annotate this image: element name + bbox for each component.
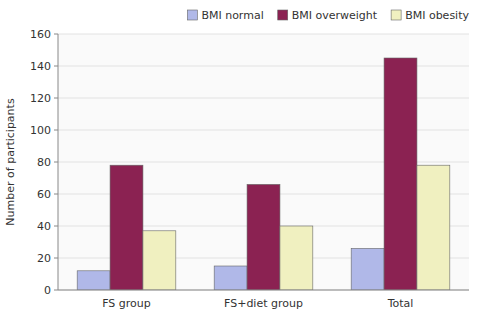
y-tick-label: 60: [37, 188, 51, 201]
bar: [280, 226, 313, 290]
x-tick-label: FS group: [102, 297, 151, 310]
y-tick-label: 100: [30, 124, 51, 137]
y-axis: 0 20 40 60 80 100 120 140 160: [30, 28, 469, 297]
x-axis-line: [58, 290, 469, 291]
y-tick-label: 120: [30, 92, 51, 105]
y-tick: [54, 130, 58, 131]
x-tick-label: Total: [387, 297, 414, 310]
x-tick-label: FS+diet group: [224, 297, 303, 310]
y-tick-label: 160: [30, 28, 51, 41]
legend-label: BMI obesity: [405, 9, 469, 22]
legend-item: BMI overweight: [278, 9, 378, 22]
bar: [247, 184, 280, 290]
y-axis-label: Number of participants: [4, 98, 17, 226]
bar: [143, 231, 176, 290]
y-tick-label: 80: [37, 156, 51, 169]
y-tick: [54, 226, 58, 227]
bar: [417, 165, 450, 290]
y-tick-label: 20: [37, 252, 51, 265]
y-tick: [54, 258, 58, 259]
y-tick: [54, 98, 58, 99]
bars: [77, 58, 450, 290]
legend-label: BMI normal: [201, 9, 263, 22]
x-axis: FS group FS+diet group Total: [102, 297, 413, 310]
y-tick: [54, 194, 58, 195]
y-axis-line: [58, 34, 59, 290]
grid-line: [58, 34, 469, 35]
y-tick-label: 40: [37, 220, 51, 233]
y-tick: [54, 34, 58, 35]
legend-swatch: [278, 10, 288, 20]
chart-container: 0 20 40 60 80 100 120 140 160 Number of participa…: [0, 0, 483, 320]
plot-background: [58, 34, 469, 290]
legend-item: BMI normal: [187, 9, 263, 22]
legend-label: BMI overweight: [292, 9, 378, 22]
bar: [214, 266, 247, 290]
y-tick: [54, 66, 58, 67]
y-tick: [54, 162, 58, 163]
legend-swatch: [187, 10, 197, 20]
chart-svg: 0 20 40 60 80 100 120 140 160 Number of participa…: [0, 0, 483, 320]
y-tick-label: 140: [30, 60, 51, 73]
bar: [110, 165, 143, 290]
page: {"chart_data": {"type": "bar", "categori…: [0, 0, 483, 320]
grid-line: [58, 290, 469, 291]
legend-item: BMI obesity: [391, 9, 469, 22]
y-tick-label: 0: [44, 284, 51, 297]
y-tick: [54, 290, 58, 291]
legend: BMI normal BMI overweight BMI obesity: [187, 9, 469, 22]
bar: [384, 58, 417, 290]
bar: [77, 271, 110, 290]
legend-swatch: [391, 10, 401, 20]
bar: [351, 248, 384, 290]
